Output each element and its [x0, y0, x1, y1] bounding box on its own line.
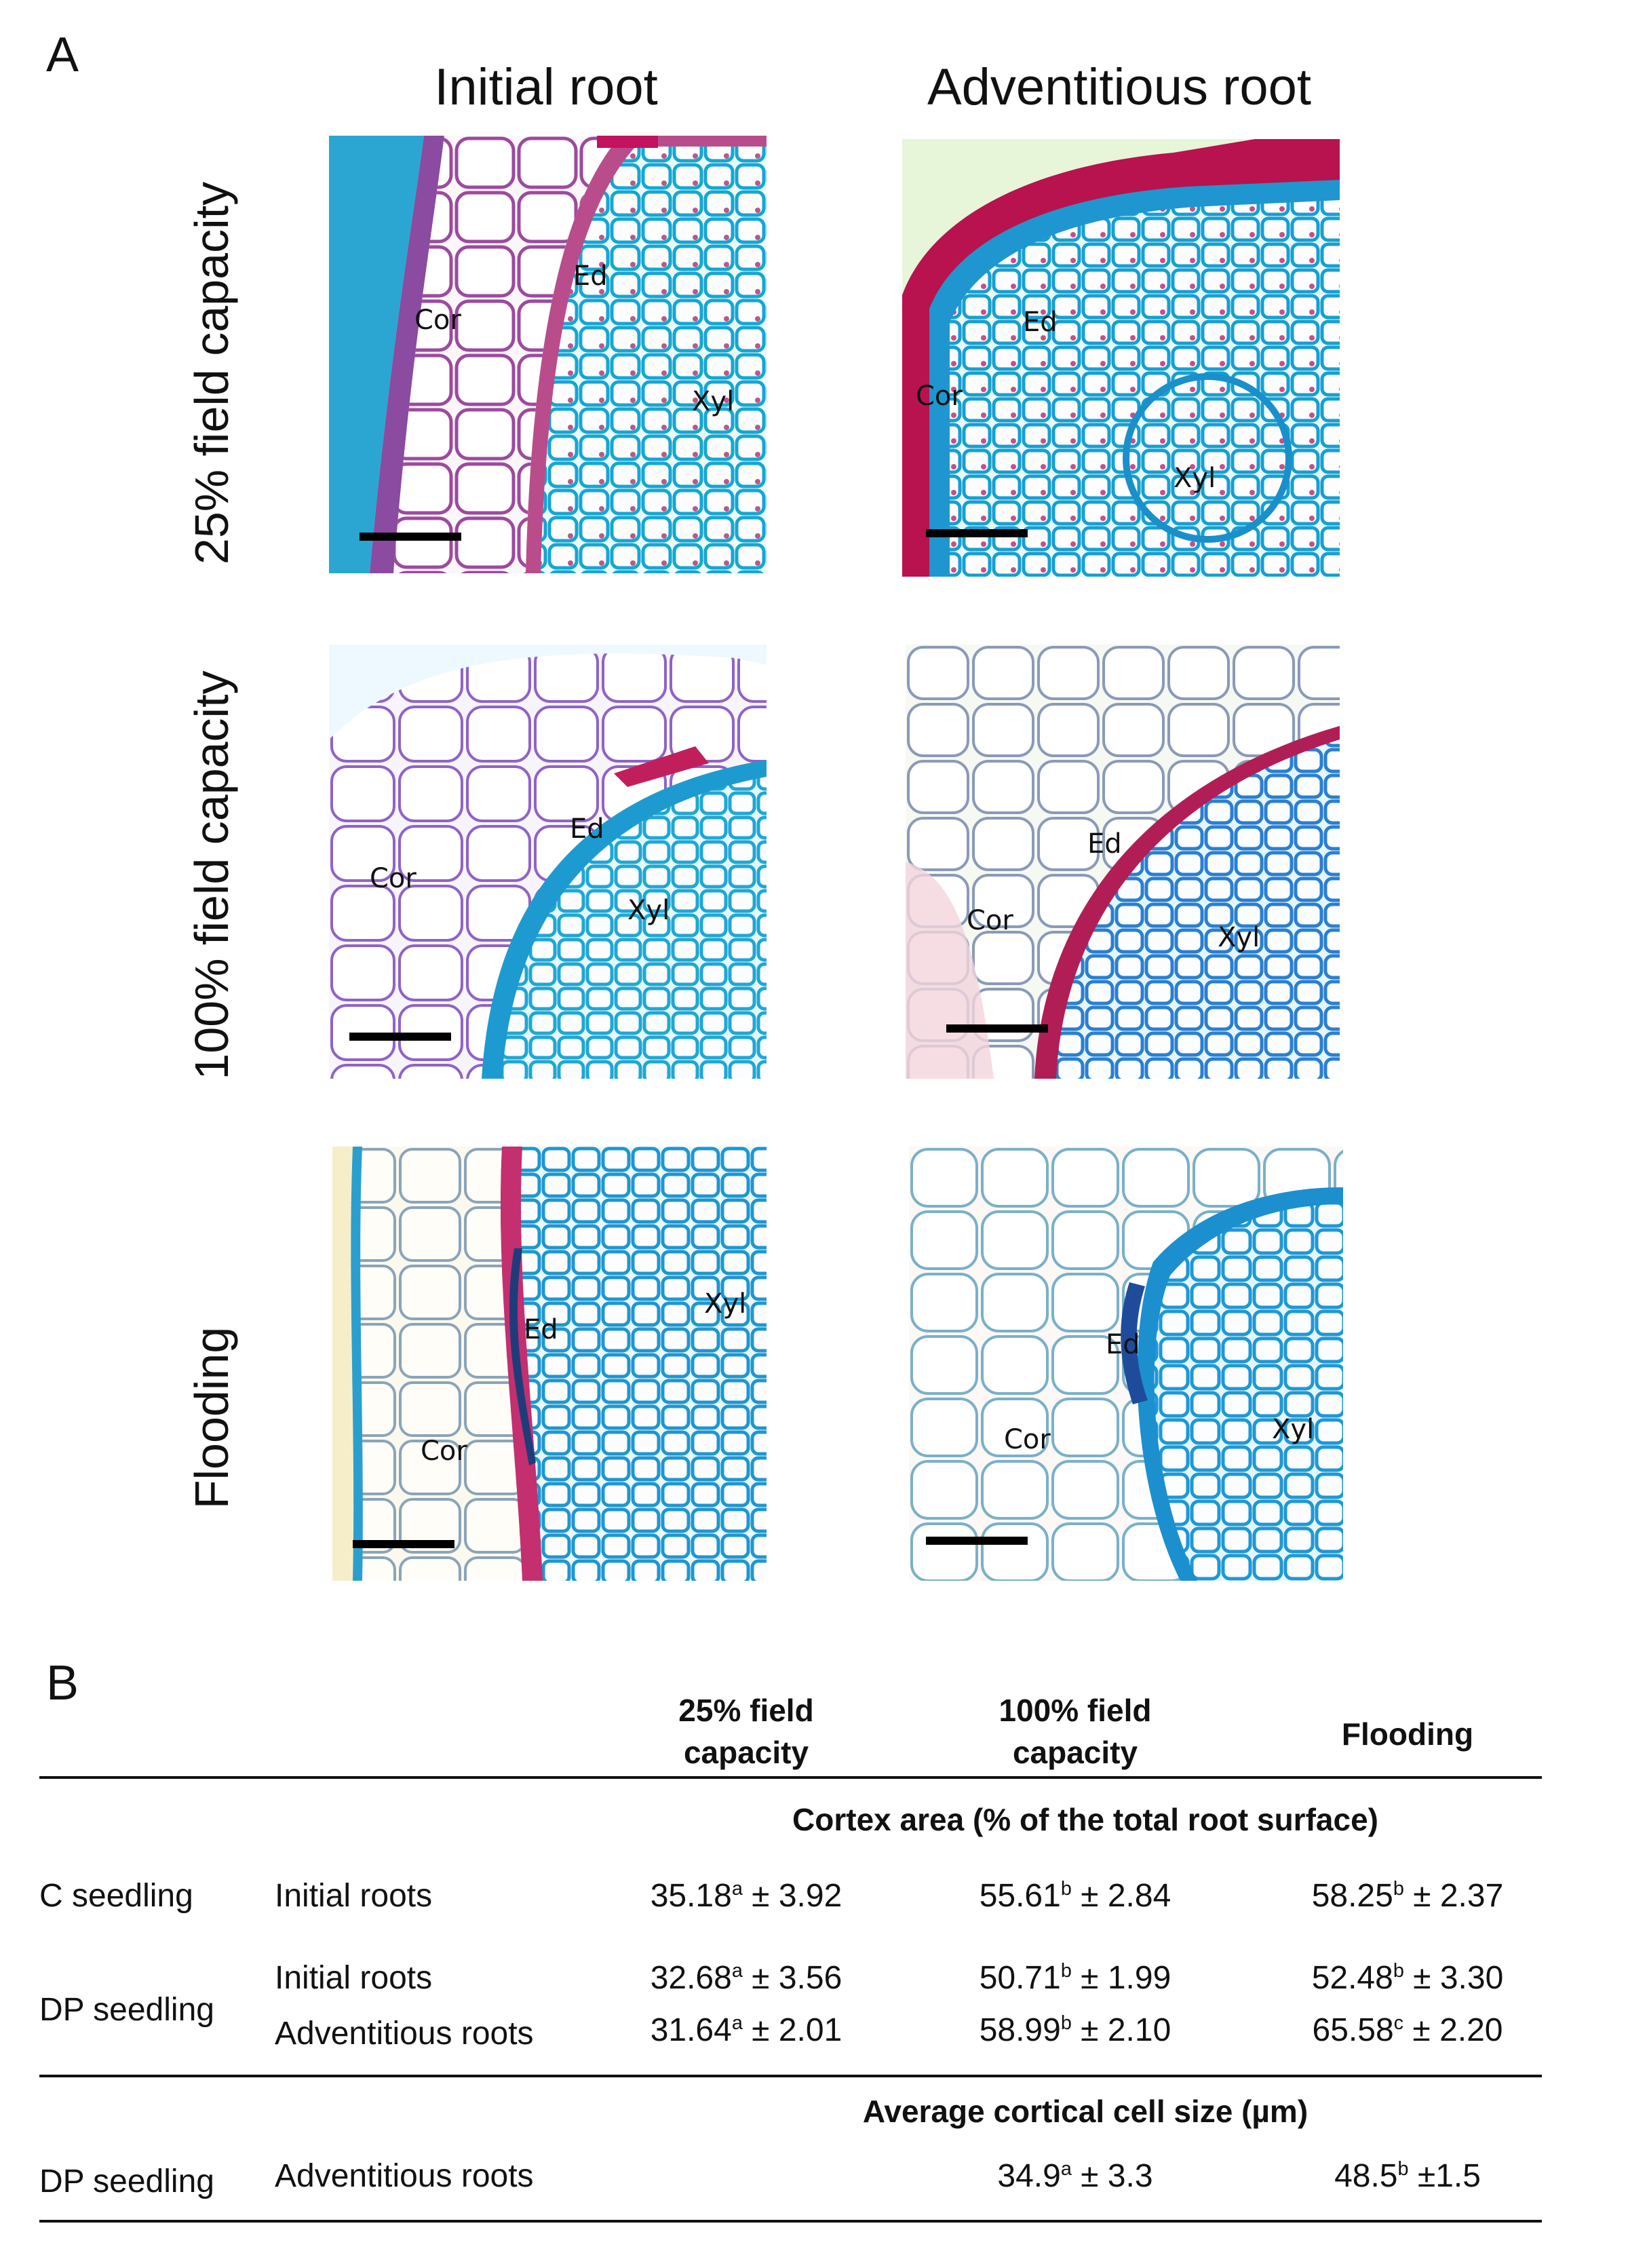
row-group-dp-seedling: DP seedling — [39, 2164, 214, 2199]
row-type-initial-roots: Initial roots — [275, 1960, 433, 1996]
value-cell: 58.25b ± 2.37 — [1311, 1878, 1504, 1914]
row-label-25-fc: 25% field capacity — [185, 181, 238, 565]
column-header-100-fc-line2: capacity — [1012, 1735, 1138, 1770]
row-group-dp-seedling: DP seedling — [39, 1992, 214, 2028]
column-header-25-fc-line1: 25% field — [678, 1693, 814, 1728]
label-endodermis: Ed — [573, 261, 608, 292]
value-cell: 35.18a ± 3.92 — [650, 1878, 842, 1914]
row-label-flooding: Flooding — [185, 1326, 238, 1510]
micrograph-initial-100fc: Cor Ed Xyl — [329, 645, 767, 1079]
value-cell: 58.99b ± 2.10 — [979, 2012, 1171, 2048]
row-type-initial-roots: Initial roots — [275, 1878, 433, 1914]
column-header-100-fc: 100% field capacity — [926, 1689, 1224, 1773]
label-xylem: Xyl — [1218, 922, 1260, 953]
value-cell: 31.64a ± 2.01 — [650, 2012, 842, 2048]
column-header-flooding: Flooding — [1341, 1716, 1474, 1752]
label-cortex: Cor — [414, 305, 461, 336]
value-cell: 52.48b ± 3.30 — [1311, 1960, 1504, 1996]
row-type-adventitious-roots: Adventitious roots — [275, 2016, 534, 2052]
micrograph-adventitious-flooding: Cor Ed Xyl — [909, 1147, 1343, 1581]
micrograph-adventitious-100fc: Cor Ed Xyl — [906, 645, 1340, 1079]
label-endodermis: Ed — [524, 1314, 558, 1345]
label-endodermis: Ed — [1023, 307, 1058, 338]
value-cell: 55.61b ± 2.84 — [979, 1878, 1171, 1914]
value-cell: 48.5b ±1.5 — [1334, 2158, 1481, 2194]
label-cortex: Cor — [421, 1436, 467, 1467]
label-endodermis: Ed — [570, 813, 604, 845]
label-cortex: Cor — [916, 381, 963, 412]
micrograph-adventitious-25fc: Cor Ed Xyl — [902, 139, 1340, 577]
label-xylem: Xyl — [704, 1288, 746, 1320]
label-endodermis: Ed — [1087, 828, 1122, 860]
label-xylem: Xyl — [692, 386, 734, 417]
value-cell: 32.68a ± 3.56 — [650, 1960, 842, 1996]
column-title-initial-root: Initial root — [434, 58, 658, 116]
label-cortex: Cor — [1004, 1424, 1051, 1455]
table-bottom-rule — [39, 2220, 1542, 2223]
label-cortex: Cor — [967, 905, 1013, 936]
column-header-25-fc-line2: capacity — [683, 1735, 809, 1770]
row-label-100-fc: 100% field capacity — [185, 670, 238, 1080]
table-top-rule — [39, 1776, 1542, 1779]
column-title-adventitious-root: Adventitious root — [927, 58, 1312, 116]
label-cortex: Cor — [370, 863, 416, 894]
table-section-rule — [39, 2075, 1542, 2077]
section-title-cell-size: Average cortical cell size (µm) — [862, 2094, 1309, 2129]
label-xylem: Xyl — [1272, 1414, 1314, 1445]
section-title-cortex-area: Cortex area (% of the total root surface… — [792, 1802, 1378, 1837]
label-endodermis: Ed — [1106, 1329, 1140, 1360]
value-cell: 65.58c ± 2.20 — [1312, 2012, 1503, 2048]
panel-b-letter: B — [46, 1656, 79, 1710]
column-header-100-fc-line1: 100% field — [999, 1693, 1152, 1728]
label-xylem: Xyl — [627, 895, 670, 926]
micrograph-initial-25fc: Cor Ed Xyl — [329, 136, 767, 573]
micrograph-initial-flooding: Cor Ed Xyl — [332, 1147, 767, 1581]
row-group-c-seedling: C seedling — [39, 1878, 193, 1914]
column-header-25-fc: 25% field capacity — [597, 1689, 895, 1773]
panel-a-letter: A — [46, 28, 79, 82]
value-cell: 50.71b ± 1.99 — [979, 1960, 1171, 1996]
label-xylem: Xyl — [1174, 463, 1216, 494]
value-cell: 34.9a ± 3.3 — [997, 2158, 1153, 2194]
row-type-adventitious-roots: Adventitious roots — [275, 2158, 534, 2194]
